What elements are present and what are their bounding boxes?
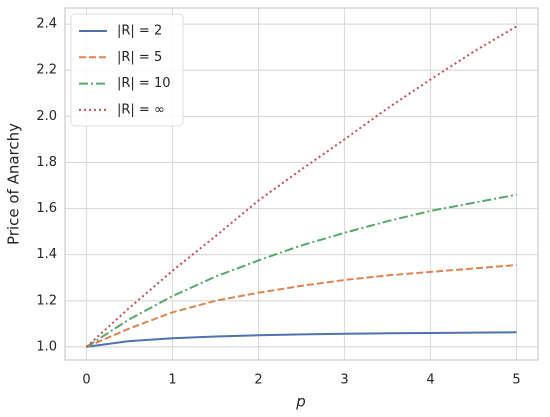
y-tick-label: 2.0: [36, 109, 57, 124]
x-tick-label: 5: [512, 373, 520, 388]
y-tick-label: 2.4: [36, 17, 57, 32]
series-line: [86, 264, 517, 348]
legend-box: [70, 13, 184, 127]
y-tick-label: 1.4: [36, 247, 57, 262]
y-tick-label: 1.0: [36, 339, 57, 354]
series-line: [85, 25, 518, 348]
y-tick-label: 1.8: [36, 155, 57, 170]
x-tick-label: 2: [254, 373, 262, 388]
x-tick-label: 0: [82, 373, 90, 388]
plot-frame: [64, 7, 539, 361]
legend-label: |R| = ∞: [117, 102, 165, 117]
legend-label: |R| = 5: [117, 50, 162, 65]
y-axis-label: Price of Anarchy: [5, 123, 23, 245]
x-tick-label: 3: [340, 373, 348, 388]
legend: |R| = 2 |R| = 5 |R| = 10 |R| = ∞: [70, 13, 184, 127]
y-tick-label: 1.2: [36, 293, 57, 308]
legend-label: |R| = 10: [117, 76, 171, 91]
x-tick-label: 1: [168, 373, 176, 388]
y-tick-label: 2.2: [36, 63, 57, 78]
x-axis-label: p: [295, 393, 306, 411]
legend-label: |R| = 2: [117, 24, 162, 39]
series-line: [85, 193, 517, 348]
y-tick-label: 1.6: [36, 201, 57, 216]
series-line: [86, 331, 517, 348]
x-tick-label: 4: [426, 373, 434, 388]
